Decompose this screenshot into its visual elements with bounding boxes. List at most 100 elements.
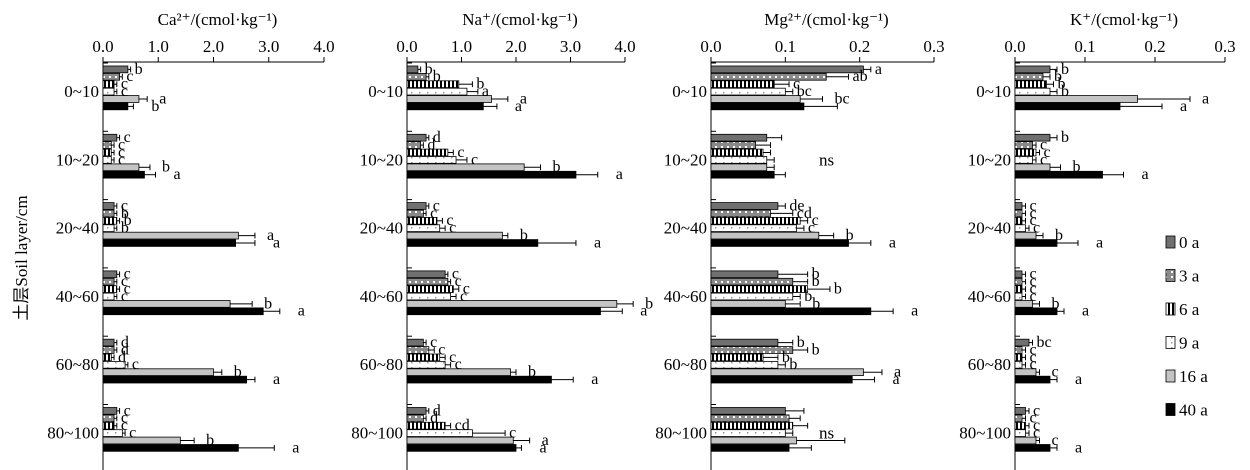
significance-letter: c [121, 410, 128, 427]
category-label-40-60: 40~60 [56, 287, 99, 306]
significance-letter: c [1030, 356, 1037, 373]
x-tick-label: 3.0 [258, 37, 279, 56]
legend-swatch-16-a [1165, 369, 1176, 383]
bar-6-a-10-20 [102, 148, 112, 157]
legend-label-3-a: 3 a [1179, 267, 1200, 286]
significance-letter: b [804, 288, 812, 305]
significance-letter: a [1096, 234, 1103, 251]
significance-letter: c [118, 151, 125, 168]
significance-letter: c [118, 137, 125, 154]
bar-16-a-40-60 [710, 300, 786, 308]
bar-6-a-20-40 [1014, 216, 1023, 225]
significance-letter: c [1030, 212, 1037, 229]
bar-3-a-80-100 [102, 414, 115, 423]
bar-40-a-0-10 [1014, 102, 1121, 111]
bar-9-a-10-20 [1014, 156, 1033, 164]
significance-letter: c [124, 402, 131, 419]
bar-6-a-40-60 [710, 285, 809, 293]
category-label-10-20: 10~20 [664, 150, 707, 169]
significance-letter: c [433, 197, 440, 214]
significance-letter: c [449, 220, 456, 237]
significance-letter: a [515, 98, 522, 115]
category-label-40-60: 40~60 [968, 287, 1011, 306]
bar-3-a-10-20 [406, 141, 422, 149]
significance-letter: a [875, 61, 882, 78]
significance-letter: b [797, 334, 805, 351]
bar-3-a-20-40 [1014, 209, 1023, 218]
significance-letter: c [1030, 266, 1037, 283]
significance-letter: c [132, 356, 139, 373]
significance-letter: c [1030, 281, 1037, 298]
significance-letter: c [1033, 417, 1040, 434]
category-label-0-10: 0~10 [368, 82, 403, 101]
x-tick-label: 2.0 [203, 37, 224, 56]
significance-letter: b [433, 68, 441, 85]
bar-9-a-80-100 [102, 429, 123, 437]
bar-16-a-40-60 [1014, 300, 1033, 308]
significance-letter: c [455, 273, 462, 290]
significance-letter: b [476, 76, 484, 93]
bar-6-a-40-60 [406, 285, 454, 293]
x-tick-label: 0.3 [1214, 37, 1235, 56]
bar-16-a-20-40 [1014, 231, 1037, 240]
significance-letter: c [121, 288, 128, 305]
significance-letter: a [520, 90, 527, 107]
significance-letter: a [482, 83, 489, 100]
bar-40-a-20-40 [406, 239, 539, 247]
significance-letter: b [124, 212, 132, 229]
bar-6-a-0-10 [710, 80, 775, 89]
significance-letter: c [129, 425, 136, 442]
bar-40-a-10-20 [1014, 170, 1103, 179]
bar-0-a-0-10 [406, 65, 419, 74]
bar-3-a-60-80 [710, 346, 794, 354]
significance-letter: d [121, 341, 129, 358]
significance-letter: c [121, 273, 128, 290]
bar-6-a-80-100 [406, 421, 446, 430]
significance-letter: a [292, 439, 299, 456]
significance-letter: b [812, 273, 820, 290]
significance-letter: c [121, 83, 128, 100]
x-tick-label: 2.0 [505, 37, 526, 56]
bar-0-a-10-20 [102, 133, 118, 142]
significance-letter: c [457, 144, 464, 161]
bar-3-a-80-100 [710, 414, 790, 423]
significance-letter: c [1033, 402, 1040, 419]
x-tick-label: 1.0 [451, 37, 472, 56]
bar-3-a-40-60 [406, 277, 449, 286]
category-label-20-40: 20~40 [56, 219, 99, 238]
significance-letter: a [298, 303, 305, 320]
bar-6-a-10-20 [710, 148, 764, 157]
bar-16-a-60-80 [406, 368, 511, 376]
significance-letter: b [528, 364, 536, 381]
significance-letter: c [1052, 432, 1059, 449]
significance-letter: b [812, 266, 820, 283]
bar-0-a-80-100 [710, 407, 786, 415]
significance-letter: b [1061, 61, 1069, 78]
x-tick-label: 1.0 [148, 37, 169, 56]
bar-3-a-0-10 [102, 73, 120, 81]
bar-9-a-40-60 [406, 292, 451, 301]
bar-40-a-20-40 [102, 239, 237, 247]
bar-16-a-60-80 [710, 368, 864, 376]
significance-letter: d [121, 334, 129, 351]
category-label-0-10: 0~10 [976, 82, 1011, 101]
category-label-0-10: 0~10 [672, 82, 707, 101]
bar-40-a-0-10 [406, 102, 484, 111]
category-label-60-80: 60~80 [56, 355, 99, 374]
significance-letter: bc [1037, 334, 1052, 351]
significance-letter: a [894, 364, 901, 381]
significance-letter: d [118, 349, 126, 366]
chart-title: Na⁺/(cmol·kg⁻¹) [462, 10, 578, 29]
bar-16-a-20-40 [406, 231, 503, 240]
significance-letter: a [1142, 166, 1149, 183]
significance-letter: a [173, 166, 180, 183]
significance-letter: c [124, 266, 131, 283]
significance-letter: a [159, 90, 166, 107]
bar-9-a-80-100 [710, 429, 786, 437]
bar-3-a-10-20 [1014, 141, 1033, 149]
x-tick-label: 0.0 [92, 37, 113, 56]
significance-letter: c [1030, 197, 1037, 214]
bar-0-a-80-100 [102, 407, 118, 415]
